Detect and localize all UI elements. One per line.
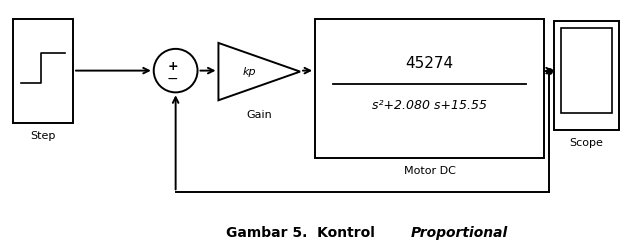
Text: s²+2.080 s+15.55: s²+2.080 s+15.55 [372,98,487,112]
Bar [561,28,612,113]
Text: Motor DC: Motor DC [404,166,456,175]
Text: Proportional: Proportional [411,226,508,240]
Text: +: + [167,60,178,73]
Text: Step: Step [31,131,56,141]
Text: Gain: Gain [246,110,272,120]
Text: −: − [167,72,179,86]
Bar [13,19,73,123]
Text: Scope: Scope [569,138,604,148]
Text: kp: kp [242,66,256,76]
Bar [315,19,544,158]
Text: Gambar 5.  Kontrol: Gambar 5. Kontrol [226,226,380,240]
Polygon shape [218,43,300,100]
Bar [554,21,619,130]
Text: 45274: 45274 [406,56,454,71]
